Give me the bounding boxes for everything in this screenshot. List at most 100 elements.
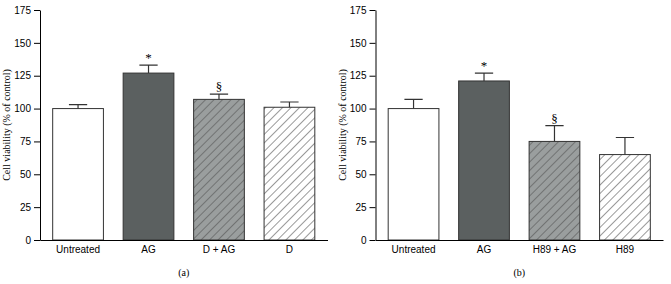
bars	[388, 73, 650, 240]
y-tick: 175	[14, 5, 40, 16]
y-tick-label: 175	[350, 5, 367, 16]
x-tick-label: AG	[141, 244, 156, 255]
error-bar	[69, 105, 87, 109]
y-tick-label: 75	[355, 136, 367, 147]
y-tick: 0	[361, 235, 376, 246]
bar	[388, 109, 439, 240]
panel: 0 25 50 75 100 125 150 175 Untreated AG D + AG D * § C…	[1, 5, 328, 279]
y-axis-title: Cell viability (% of control)	[1, 69, 13, 181]
y-tick: 125	[14, 70, 40, 81]
x-tick: Untreated	[392, 240, 436, 255]
error-bar	[210, 94, 228, 99]
y-tick-mark	[34, 76, 40, 77]
y-tick-label: 50	[20, 169, 32, 180]
x-axis-line	[376, 240, 664, 241]
x-tick: D + AG	[203, 240, 236, 255]
y-tick: 75	[20, 136, 40, 147]
x-tick: AG	[141, 240, 156, 255]
y-tick-label: 100	[14, 103, 31, 114]
y-axis: 0 25 50 75 100 125 150 175	[350, 5, 376, 246]
x-tick: Untreated	[56, 240, 100, 255]
annotation: §	[551, 111, 558, 126]
y-tick-mark	[370, 141, 376, 142]
error-bar	[616, 137, 634, 154]
x-tick-label: D	[286, 244, 293, 255]
x-tick-label: AG	[477, 244, 492, 255]
y-tick-mark	[370, 109, 376, 110]
bar	[123, 73, 174, 240]
y-tick-label: 75	[20, 136, 32, 147]
error-bar	[280, 102, 298, 107]
x-tick-label: D + AG	[203, 244, 236, 255]
y-tick-mark	[34, 109, 40, 110]
y-tick-mark	[370, 43, 376, 44]
y-tick: 75	[355, 136, 375, 147]
y-tick-label: 0	[361, 235, 367, 246]
y-tick: 150	[350, 38, 376, 49]
bar	[529, 141, 580, 240]
y-tick: 0	[25, 235, 40, 246]
y-tick-label: 175	[14, 5, 31, 16]
y-tick-mark	[34, 10, 40, 11]
y-tick-mark	[34, 174, 40, 175]
x-tick: D	[286, 240, 293, 255]
y-tick-mark	[370, 240, 376, 241]
y-tick-label: 150	[14, 38, 31, 49]
y-tick: 100	[14, 103, 40, 114]
bar	[600, 155, 651, 240]
y-tick: 50	[355, 169, 375, 180]
x-tick-label: H89 + AG	[533, 244, 577, 255]
y-tick-mark	[370, 10, 376, 11]
y-tick: 150	[14, 38, 40, 49]
y-tick-mark	[370, 76, 376, 77]
x-tick-label: Untreated	[56, 244, 100, 255]
bar	[459, 81, 510, 240]
x-tick-label: H89	[616, 244, 635, 255]
y-tick: 25	[20, 202, 40, 213]
y-tick-label: 50	[355, 169, 367, 180]
x-tick: AG	[477, 240, 492, 255]
bar	[194, 99, 245, 240]
y-axis-title: Cell viability (% of control)	[337, 69, 349, 181]
y-tick-label: 125	[350, 70, 367, 81]
y-tick-mark	[370, 174, 376, 175]
x-axis: Untreated AG D + AG D	[41, 240, 329, 255]
x-axis: Untreated AG H89 + AG H89	[376, 240, 664, 255]
y-axis: 0 25 50 75 100 125 150 175	[14, 5, 40, 246]
y-tick-mark	[34, 43, 40, 44]
y-tick-mark	[34, 207, 40, 208]
y-tick-label: 25	[355, 202, 367, 213]
annotation: *	[481, 58, 488, 73]
panel: 0 25 50 75 100 125 150 175 Untreated AG H89 + AG H8…	[337, 5, 664, 279]
error-bar	[475, 73, 493, 81]
x-tick-label: Untreated	[392, 244, 436, 255]
x-tick: H89	[616, 240, 635, 255]
y-tick: 50	[20, 169, 40, 180]
y-tick-label: 25	[20, 202, 32, 213]
annotation: *	[145, 50, 152, 65]
y-tick-mark	[34, 141, 40, 142]
panel-label: (a)	[178, 267, 189, 279]
error-bar	[139, 65, 157, 73]
y-tick: 100	[350, 103, 376, 114]
bar	[53, 109, 104, 240]
error-bar	[545, 126, 563, 142]
error-bar	[404, 99, 422, 108]
y-tick-mark	[370, 207, 376, 208]
annotation: §	[216, 79, 223, 94]
bars	[53, 65, 315, 240]
y-tick-label: 0	[25, 235, 31, 246]
bar	[264, 107, 315, 240]
y-tick: 25	[355, 202, 375, 213]
y-tick-label: 150	[350, 38, 367, 49]
y-tick-mark	[34, 240, 40, 241]
panel-label: (b)	[513, 267, 525, 279]
figure: 0 25 50 75 100 125 150 175 Untreated AG D + AG D * § C…	[0, 0, 671, 284]
x-axis-line	[41, 240, 329, 241]
y-tick: 175	[350, 5, 376, 16]
y-tick-label: 100	[350, 103, 367, 114]
y-tick-label: 125	[14, 70, 31, 81]
y-axis-line	[376, 11, 377, 241]
x-tick: H89 + AG	[533, 240, 577, 255]
y-tick: 125	[350, 70, 376, 81]
